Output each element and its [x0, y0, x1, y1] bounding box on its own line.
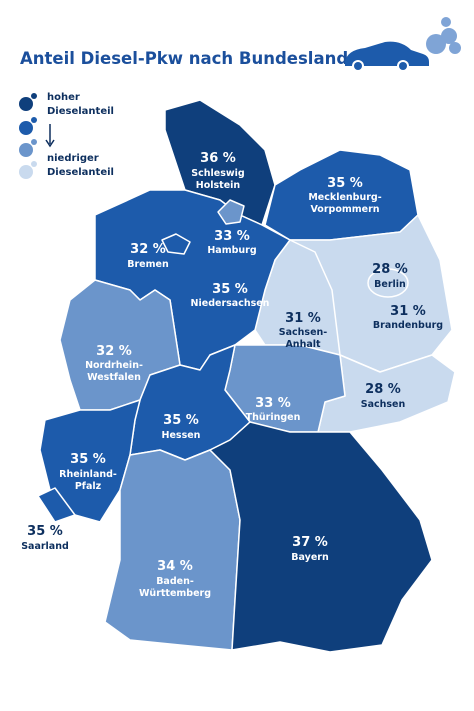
state-shape: [161, 233, 191, 255]
state-name: Sachsen-: [279, 327, 328, 338]
state-name: Anhalt: [285, 339, 321, 350]
state-name: Bremen: [127, 259, 169, 270]
state-name: Hamburg: [207, 245, 256, 256]
state-name: Bayern: [291, 552, 329, 563]
state-shape: [217, 199, 245, 225]
state-value: 35 %: [212, 282, 248, 297]
state-value: 37 %: [292, 535, 328, 550]
state-shape: [37, 487, 76, 523]
state-name: Berlin: [374, 279, 406, 290]
state-value: 36 %: [200, 151, 236, 166]
state-name: Sachsen: [361, 399, 406, 410]
state-name: Saarland: [21, 541, 69, 552]
state-shape: [367, 268, 409, 298]
state-value: 28 %: [365, 382, 401, 397]
state-value: 35 %: [163, 413, 199, 428]
state-value: 32 %: [96, 344, 132, 359]
state-value: 34 %: [157, 559, 193, 574]
state-name: Schleswig: [191, 168, 244, 179]
state-value: 33 %: [255, 396, 291, 411]
state-name: Rheinland-: [59, 469, 117, 480]
state-name: Thüringen: [246, 412, 301, 423]
state-value: 35 %: [27, 524, 63, 539]
states: [37, 99, 456, 653]
state-name: Baden-: [156, 576, 194, 587]
state-value: 32 %: [130, 242, 166, 257]
legend-text: hoher: [47, 92, 80, 103]
state-name: Nordrhein-: [85, 360, 143, 371]
state-value: 31 %: [390, 304, 426, 319]
state-shape: [104, 449, 241, 651]
state-name: Mecklenburg-: [308, 192, 381, 203]
legend-text: Dieselanteil: [47, 106, 114, 117]
state-name: Hessen: [162, 430, 201, 441]
legend: hoher Dieselanteil niedriger Dieselantei…: [19, 92, 114, 179]
state-value: 33 %: [214, 229, 250, 244]
state-name: Brandenburg: [373, 320, 443, 331]
state-value: 35 %: [327, 176, 363, 191]
car-icon: [345, 17, 461, 72]
title: Anteil Diesel-Pkw nach Bundesland: [20, 49, 348, 68]
state-labels: 36 % Schleswig Holstein 35 % Mecklenburg…: [21, 151, 443, 599]
legend-text: Dieselanteil: [47, 167, 114, 178]
state-shape: [209, 421, 433, 653]
legend-text: niedriger: [47, 153, 99, 164]
state-value: 35 %: [70, 452, 106, 467]
state-name: Niedersachsen: [191, 298, 270, 309]
state-name: Württemberg: [139, 588, 211, 599]
state-value: 31 %: [285, 311, 321, 326]
state-value: 28 %: [372, 262, 408, 277]
state-name: Vorpommern: [310, 204, 379, 215]
state-value: Westfalen: [87, 372, 141, 383]
state-name: Holstein: [196, 180, 241, 191]
state-name: Pfalz: [75, 481, 102, 492]
